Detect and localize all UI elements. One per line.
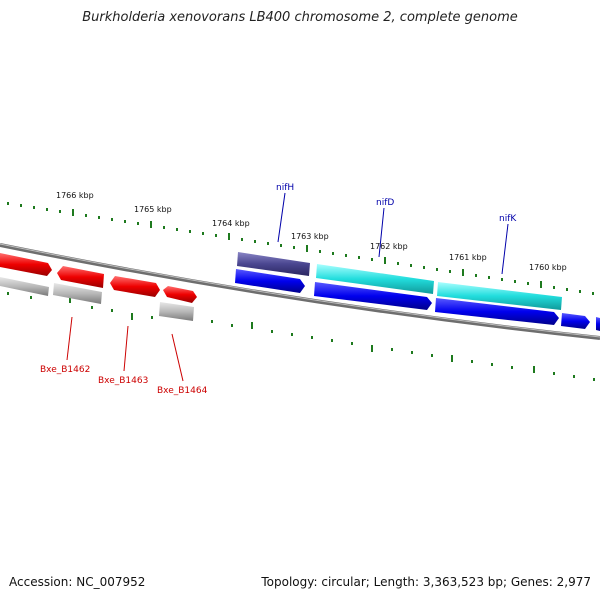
cds-upper-3[interactable]: [110, 276, 160, 297]
gene-label-bxe-b1464[interactable]: Bxe_B1464: [157, 386, 208, 396]
cds-blue-2[interactable]: [314, 282, 432, 310]
cds-nifK-upper[interactable]: [437, 282, 562, 310]
cds-lower-1[interactable]: [0, 277, 49, 296]
gene-label-bxe-b1463[interactable]: Bxe_B1463: [98, 376, 148, 386]
accession-text: Accession: NC_007952: [9, 575, 146, 589]
cds-lower-2[interactable]: [53, 283, 102, 304]
cds-lower-3[interactable]: [159, 302, 194, 321]
scale-label-1760: 1760 kbp: [529, 263, 567, 272]
cds-blue-1[interactable]: [235, 269, 305, 293]
genome-summary-text: Topology: circular; Length: 3,363,523 bp…: [261, 575, 591, 589]
cds-upper-2[interactable]: [57, 266, 104, 288]
scale-label-1762: 1762 kbp: [370, 242, 408, 251]
scale-label-1761: 1761 kbp: [449, 253, 487, 262]
cds-upper-4[interactable]: [163, 286, 197, 303]
scale-label-1766: 1766 kbp: [56, 191, 94, 200]
map-title: Burkholderia xenovorans LB400 chromosome…: [82, 10, 518, 25]
cds-nifH-upper[interactable]: [237, 252, 310, 276]
gene-label-bxe-b1462[interactable]: Bxe_B1462: [40, 365, 90, 375]
scale-label-1763: 1763 kbp: [291, 232, 329, 241]
lower-scale-ticks: [7, 292, 595, 381]
gene-label-nifK[interactable]: nifK: [499, 214, 517, 224]
chromosome-backbone-highlight: [0, 243, 600, 338]
upper-scale-ticks: [7, 202, 594, 295]
cds-blue-4[interactable]: [561, 313, 590, 329]
cds-upper-1[interactable]: [0, 253, 52, 276]
cds-blue-5[interactable]: [596, 317, 600, 331]
cds-blue-3[interactable]: [435, 298, 559, 325]
cds-nifD-upper[interactable]: [316, 264, 434, 294]
gene-label-nifD[interactable]: nifD: [376, 198, 394, 208]
chromosome-backbone: [0, 243, 600, 340]
scale-label-1765: 1765 kbp: [134, 205, 172, 214]
gene-label-leaders: [66, 192, 509, 382]
gene-label-nifH[interactable]: nifH: [276, 183, 294, 193]
scale-label-1764: 1764 kbp: [212, 219, 250, 228]
